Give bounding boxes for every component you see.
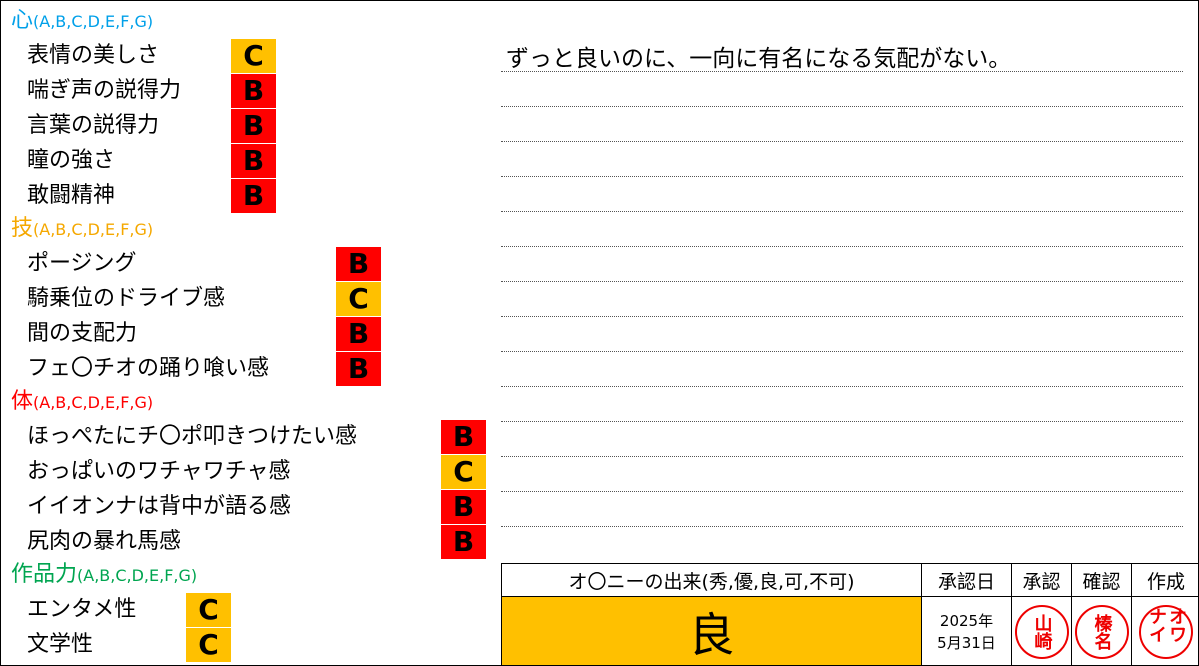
item-label: 間の支配力 bbox=[27, 321, 138, 346]
grade: B bbox=[336, 317, 381, 351]
table-header: 作成 bbox=[1131, 563, 1198, 597]
comment: ずっと良いのに、一向に有名になる気配がない。 bbox=[506, 46, 1012, 72]
stamp-cell: 榛名 bbox=[1071, 596, 1132, 665]
stamp: 榛名 bbox=[1074, 605, 1129, 659]
table-header: オ〇ニーの出来(秀,優,良,可,不可) bbox=[501, 563, 922, 597]
ruled-line bbox=[501, 456, 1183, 457]
grade: C bbox=[186, 593, 231, 627]
item-label: 喘ぎ声の説得力 bbox=[27, 78, 182, 103]
grade: B bbox=[231, 109, 276, 143]
grade: B bbox=[231, 144, 276, 178]
stamp-cell: オワナイ bbox=[1131, 596, 1198, 665]
ruled-line bbox=[501, 71, 1183, 72]
ruled-line bbox=[501, 491, 1183, 492]
section-title: 技 bbox=[11, 216, 34, 241]
grade: C bbox=[336, 282, 381, 316]
item-label: ほっぺたにチ〇ポ叩きつけたい感 bbox=[27, 424, 358, 449]
ruled-line bbox=[501, 141, 1183, 142]
result: 良 bbox=[501, 596, 922, 665]
grade-scale: (A,B,C,D,E,F,G) bbox=[77, 566, 198, 585]
item-label: 瞳の強さ bbox=[27, 148, 116, 173]
item-label: フェ〇チオの踊り喰い感 bbox=[27, 356, 270, 381]
ruled-line bbox=[501, 176, 1183, 177]
ruled-line bbox=[501, 246, 1183, 247]
grade: B bbox=[336, 247, 381, 281]
item-label: 尻肉の暴れ馬感 bbox=[27, 529, 182, 554]
item-label: 敢闘精神 bbox=[27, 183, 116, 208]
ruled-line bbox=[501, 316, 1183, 317]
grade: C bbox=[441, 455, 486, 489]
section-header: 作品力(A,B,C,D,E,F,G) bbox=[11, 560, 197, 591]
section-header: 体(A,B,C,D,E,F,G) bbox=[11, 387, 153, 418]
stamp: オワナイ bbox=[1139, 605, 1193, 659]
section-title: 体 bbox=[11, 389, 34, 414]
date-line: 5月31日 bbox=[937, 634, 996, 652]
section-title: 作品力 bbox=[11, 562, 78, 587]
item-label: 言葉の説得力 bbox=[27, 113, 160, 138]
grade-scale: (A,B,C,D,E,F,G) bbox=[33, 220, 154, 239]
item-label: ポージング bbox=[27, 251, 137, 276]
ruled-line bbox=[501, 281, 1183, 282]
ruled-line bbox=[501, 351, 1183, 352]
grade: C bbox=[231, 39, 276, 73]
section-title: 心 bbox=[11, 8, 34, 33]
grade: B bbox=[231, 74, 276, 108]
ruled-line bbox=[501, 211, 1183, 212]
table-header: 確認 bbox=[1071, 563, 1132, 597]
approval-date: 2025年 5月31日 bbox=[921, 596, 1012, 665]
ruled-line bbox=[501, 421, 1183, 422]
item-label: イイオンナは背中が語る感 bbox=[27, 494, 292, 519]
stamp: 山崎 bbox=[1014, 605, 1069, 659]
grade-scale: (A,B,C,D,E,F,G) bbox=[33, 393, 154, 412]
item-label: 表情の美しさ bbox=[27, 43, 160, 68]
ruled-line bbox=[501, 386, 1183, 387]
section-header: 技(A,B,C,D,E,F,G) bbox=[11, 214, 153, 245]
grade: C bbox=[186, 628, 231, 662]
grade-scale: (A,B,C,D,E,F,G) bbox=[33, 12, 154, 31]
grade: B bbox=[336, 352, 381, 386]
ruled-line bbox=[501, 526, 1183, 527]
grade: B bbox=[441, 490, 486, 524]
section-header: 心(A,B,C,D,E,F,G) bbox=[11, 6, 153, 37]
date-line: 2025年 bbox=[939, 612, 994, 630]
item-label: 騎乗位のドライブ感 bbox=[27, 286, 226, 311]
grade: B bbox=[231, 179, 276, 213]
grade: B bbox=[441, 525, 486, 559]
item-label: エンタメ性 bbox=[27, 597, 137, 622]
ruled-line bbox=[501, 106, 1183, 107]
item-label: 文学性 bbox=[27, 632, 94, 657]
grade: B bbox=[441, 420, 486, 454]
table-header: 承認 bbox=[1011, 563, 1072, 597]
item-label: おっぱいのワチャワチャ感 bbox=[27, 459, 291, 484]
table-header: 承認日 bbox=[921, 563, 1012, 597]
stamp-cell: 山崎 bbox=[1011, 596, 1072, 665]
